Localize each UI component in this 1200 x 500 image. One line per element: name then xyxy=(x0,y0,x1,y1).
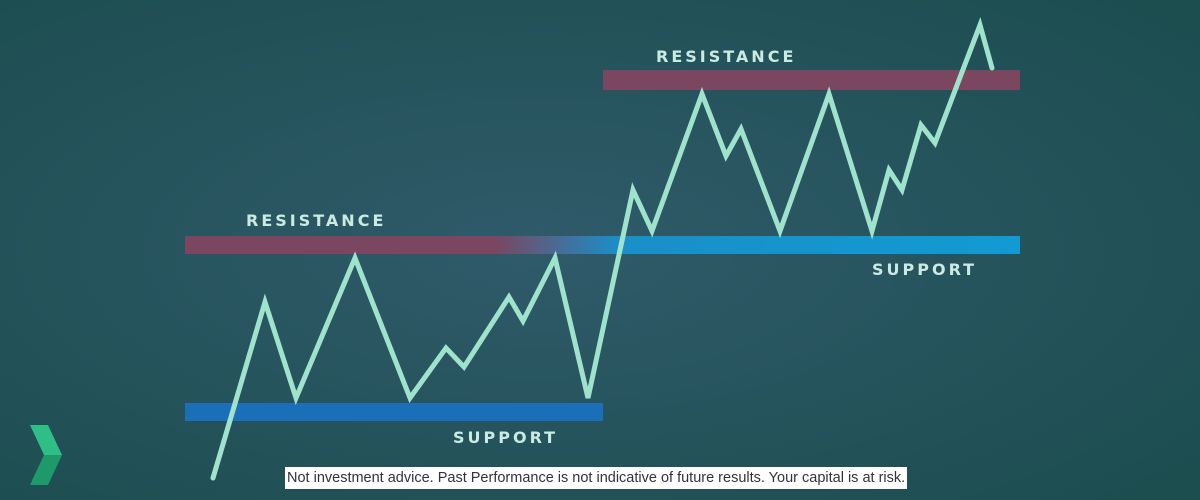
price-line xyxy=(210,17,995,481)
label: RESISTANCE xyxy=(246,211,386,230)
label: RESISTANCE xyxy=(656,47,796,66)
disclaimer: Not investment advice. Past Performance … xyxy=(285,467,908,489)
logo xyxy=(30,425,62,485)
label: SUPPORT xyxy=(453,428,558,447)
resistance-support-band xyxy=(185,236,1020,254)
label: SUPPORT xyxy=(872,260,977,279)
support-band xyxy=(185,403,603,421)
resistance-band xyxy=(603,70,1020,90)
